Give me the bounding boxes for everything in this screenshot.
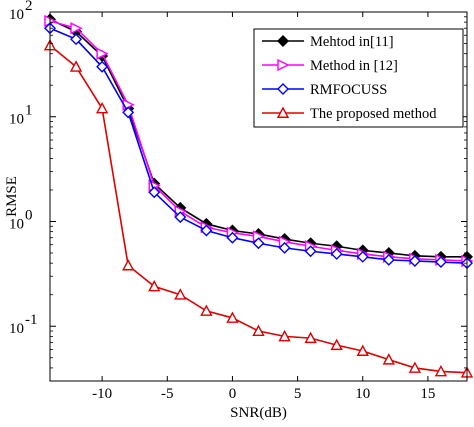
data-point — [148, 279, 161, 292]
legend-label: The proposed method — [310, 106, 437, 122]
data-point — [252, 237, 265, 250]
data-point — [330, 338, 343, 351]
x-tick-label: 15 — [420, 386, 435, 402]
x-tick-label: -10 — [92, 386, 112, 402]
data-point — [304, 245, 317, 258]
data-point — [382, 353, 395, 365]
series-rmfocuss — [44, 22, 473, 270]
y-tick-label-exponent: 1 — [25, 103, 33, 119]
data-point — [96, 60, 109, 73]
data-point — [96, 47, 109, 60]
data-point — [200, 224, 213, 237]
data-point — [226, 311, 239, 323]
data-point — [304, 331, 317, 344]
legend-label: RMFOCUSS — [310, 82, 387, 98]
y-tick-label-base: 10 — [9, 7, 24, 23]
axis-ticks — [50, 11, 467, 382]
y-tick-label-base: 10 — [9, 112, 24, 128]
data-point — [122, 259, 135, 271]
series-layer — [43, 13, 474, 378]
legend-item: Mehtod in[11] — [262, 34, 394, 50]
data-point — [70, 33, 83, 46]
y-tick-label: 101 — [9, 103, 33, 128]
legend-marker — [277, 35, 289, 47]
y-tick-label-base: 10 — [9, 216, 24, 232]
data-point — [278, 329, 291, 342]
data-point — [278, 241, 291, 254]
data-point — [356, 250, 369, 263]
x-tick-label: 0 — [229, 386, 237, 402]
legend-marker — [277, 58, 290, 72]
legend-label: Method in [12] — [310, 58, 398, 74]
legend-marker — [277, 83, 289, 95]
data-point — [174, 211, 187, 224]
data-point — [200, 304, 213, 316]
data-point — [434, 364, 448, 377]
data-point — [148, 186, 161, 199]
y-tick-label: 102 — [9, 0, 33, 23]
y-tick-label: 100 — [9, 207, 33, 232]
series-the-proposed-method — [43, 38, 474, 378]
data-point — [69, 60, 83, 72]
legend: Mehtod in[11] Method in [12] RMFOCUSS The p… — [253, 28, 464, 128]
x-tick-label: 5 — [294, 386, 302, 402]
data-point — [356, 344, 369, 356]
y-tick-label-exponent: 2 — [25, 0, 33, 14]
data-point — [226, 231, 239, 244]
y-tick-label-base: 10 — [9, 321, 24, 337]
data-point — [408, 254, 421, 267]
data-point — [95, 101, 109, 114]
legend-box — [253, 28, 464, 128]
data-point — [122, 106, 135, 119]
y-tick-label: 10-1 — [9, 312, 38, 337]
legend-item: Method in [12] — [262, 58, 398, 74]
data-point — [408, 361, 422, 373]
data-point — [382, 253, 395, 266]
x-tick-label: 10 — [355, 386, 370, 402]
y-tick-label-exponent: 0 — [25, 207, 33, 223]
legend-item: The proposed method — [262, 106, 437, 122]
data-point — [174, 288, 187, 300]
legend-item: RMFOCUSS — [262, 82, 387, 98]
data-point — [434, 256, 447, 269]
x-tick-label: -5 — [161, 386, 174, 402]
y-tick-label-exponent: -1 — [25, 312, 38, 328]
data-point — [70, 22, 83, 35]
legend-label: Mehtod in[11] — [310, 34, 394, 50]
data-point — [252, 324, 265, 336]
legend-marker — [276, 106, 290, 118]
data-point — [330, 247, 343, 260]
plot-frame — [49, 11, 468, 382]
x-axis-label: SNR(dB) — [230, 405, 287, 421]
y-axis-label: RMSE — [4, 176, 20, 217]
